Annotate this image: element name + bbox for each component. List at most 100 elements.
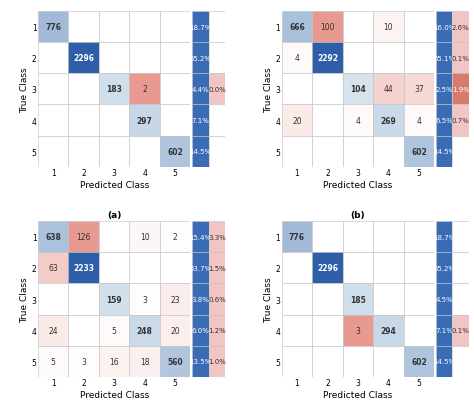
Bar xyxy=(404,284,434,315)
Bar xyxy=(453,346,469,377)
Bar xyxy=(192,284,209,315)
Bar xyxy=(160,74,191,105)
Bar xyxy=(436,222,453,253)
Text: 20: 20 xyxy=(170,326,180,335)
Bar xyxy=(38,105,68,136)
Bar xyxy=(404,346,434,377)
Text: 44: 44 xyxy=(383,85,393,94)
Bar xyxy=(282,284,312,315)
Bar xyxy=(129,136,160,167)
Text: 560: 560 xyxy=(167,357,183,366)
Text: 14.5%: 14.5% xyxy=(189,149,211,155)
Bar xyxy=(282,315,312,346)
Bar xyxy=(312,12,343,43)
Bar xyxy=(99,105,129,136)
Text: 2296: 2296 xyxy=(317,264,338,273)
Bar xyxy=(192,12,209,43)
Text: 4.4%: 4.4% xyxy=(191,87,209,93)
Bar xyxy=(404,43,434,74)
X-axis label: Predicted Class: Predicted Class xyxy=(323,390,392,399)
Text: 126: 126 xyxy=(76,233,91,242)
Y-axis label: True Class: True Class xyxy=(264,277,273,322)
Bar xyxy=(343,284,373,315)
Bar xyxy=(343,136,373,167)
Bar xyxy=(404,315,434,346)
Bar xyxy=(373,105,404,136)
Bar xyxy=(373,222,404,253)
Bar xyxy=(192,346,209,377)
Text: 100: 100 xyxy=(320,23,335,32)
Bar xyxy=(404,253,434,284)
Text: 18: 18 xyxy=(140,357,149,366)
Bar xyxy=(192,105,209,136)
Bar xyxy=(68,222,99,253)
Bar xyxy=(68,315,99,346)
Text: 2296: 2296 xyxy=(73,54,94,63)
Bar xyxy=(209,284,226,315)
Text: 7.1%: 7.1% xyxy=(435,327,453,333)
Text: 14.5%: 14.5% xyxy=(433,358,455,365)
Text: 23: 23 xyxy=(170,295,180,304)
Bar xyxy=(160,136,191,167)
Bar xyxy=(373,346,404,377)
Bar xyxy=(312,253,343,284)
Bar xyxy=(209,43,226,74)
Text: 638: 638 xyxy=(45,233,61,242)
Bar xyxy=(209,136,226,167)
Bar xyxy=(453,12,469,43)
Bar xyxy=(343,253,373,284)
X-axis label: Predicted Class: Predicted Class xyxy=(323,180,392,189)
Text: 6.5%: 6.5% xyxy=(435,118,453,124)
Text: 159: 159 xyxy=(106,295,122,304)
Bar xyxy=(209,253,226,284)
Y-axis label: True Class: True Class xyxy=(20,67,29,112)
Bar xyxy=(282,43,312,74)
Text: 0.1%: 0.1% xyxy=(452,327,470,333)
Bar xyxy=(129,253,160,284)
Text: 2: 2 xyxy=(142,85,147,94)
Text: 602: 602 xyxy=(167,147,183,156)
Text: 183: 183 xyxy=(106,85,122,94)
Bar xyxy=(129,222,160,253)
Bar xyxy=(373,284,404,315)
Bar xyxy=(68,253,99,284)
Bar xyxy=(453,43,469,74)
Bar xyxy=(282,74,312,105)
Text: 4: 4 xyxy=(417,116,421,125)
Bar xyxy=(192,43,209,74)
Bar xyxy=(343,43,373,74)
Bar xyxy=(312,43,343,74)
Text: 16: 16 xyxy=(109,357,119,366)
Text: 4: 4 xyxy=(294,54,300,63)
Bar xyxy=(38,253,68,284)
X-axis label: Predicted Class: Predicted Class xyxy=(80,180,149,189)
Bar xyxy=(343,315,373,346)
Bar xyxy=(99,74,129,105)
Bar xyxy=(68,105,99,136)
Text: 55.2%: 55.2% xyxy=(433,265,455,271)
Bar xyxy=(453,136,469,167)
Text: 18.7%: 18.7% xyxy=(189,24,211,30)
Bar xyxy=(129,43,160,74)
Bar xyxy=(209,105,226,136)
Bar xyxy=(129,284,160,315)
Text: 185: 185 xyxy=(350,295,366,304)
Text: 2.5%: 2.5% xyxy=(435,87,453,93)
Bar xyxy=(436,284,453,315)
Bar xyxy=(436,43,453,74)
Bar xyxy=(453,315,469,346)
Text: 18.7%: 18.7% xyxy=(433,234,456,240)
Bar xyxy=(68,74,99,105)
Text: 4.5%: 4.5% xyxy=(435,296,453,302)
Bar xyxy=(436,346,453,377)
Bar xyxy=(38,12,68,43)
Bar xyxy=(129,12,160,43)
Text: 5: 5 xyxy=(51,357,55,366)
Bar xyxy=(453,105,469,136)
Bar xyxy=(282,105,312,136)
Text: 602: 602 xyxy=(411,147,427,156)
Text: 14.5%: 14.5% xyxy=(433,149,455,155)
Text: 55.2%: 55.2% xyxy=(189,56,211,62)
Bar xyxy=(192,222,209,253)
Bar xyxy=(38,284,68,315)
